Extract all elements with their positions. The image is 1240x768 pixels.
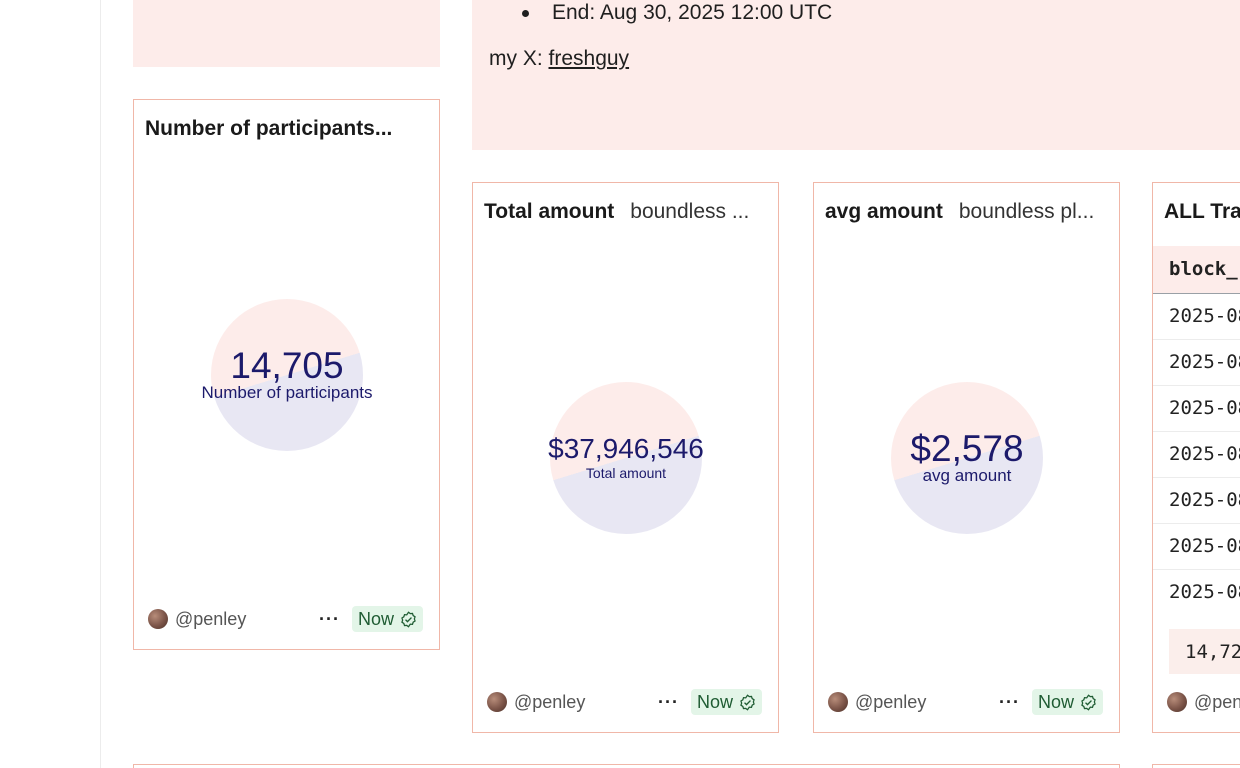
status-text: Now (1037, 691, 1074, 712)
next-card-row-right (1152, 764, 1240, 768)
card-title: Number of participants... (145, 117, 393, 140)
table-row: 2025-08 (1153, 294, 1240, 340)
counter-background (891, 382, 1043, 534)
column-header-block-time[interactable]: block_ (1169, 258, 1238, 280)
description-text-card (472, 0, 1240, 150)
table-cell: 2025-08 (1169, 535, 1240, 557)
table-row: 2025-08 (1153, 524, 1240, 570)
end-date-text: End: Aug 30, 2025 12:00 UTC (552, 1, 833, 24)
card-header: ALL Tra (1164, 200, 1240, 224)
left-sidebar (0, 0, 101, 768)
status-badge[interactable]: Now (1031, 689, 1103, 715)
counter-label: avg amount (922, 466, 1012, 486)
counter-value: $37,946,546 (548, 432, 704, 464)
status-badge[interactable]: Now (351, 606, 423, 632)
table-cell: 2025-08 (1169, 305, 1240, 327)
counter-label: Number of participants (201, 383, 373, 403)
author-name[interactable]: @penley (855, 691, 927, 712)
card-footer: @penley ··· Now (148, 605, 423, 633)
text-card-top-left (133, 0, 440, 67)
counter-text: $37,946,546 Total amount (548, 432, 704, 481)
transactions-table-card[interactable]: ALL Tra block_ 2025-08 2025-08 2025-08 2… (1152, 182, 1240, 733)
table-row: 2025-08 (1153, 386, 1240, 432)
card-header: avg amount boundless pl... (825, 200, 1108, 224)
x-handle-line: my X: freshguy (489, 47, 629, 71)
x-handle-link[interactable]: freshguy (548, 47, 630, 70)
total-amount-counter: $37,946,546 Total amount (548, 382, 704, 534)
counter-background (550, 382, 702, 534)
participants-counter: 14,705 Number of participants (201, 299, 373, 451)
table-cell: 2025-08 (1169, 489, 1240, 511)
more-options-icon[interactable]: ··· (999, 691, 1020, 712)
table-row: 2025-08 (1153, 570, 1240, 616)
counter-value: 14,705 (230, 345, 344, 387)
verified-check-icon (1081, 693, 1096, 711)
counter-text: 14,705 Number of participants (201, 347, 372, 403)
table-cell: 2025-08 (1169, 351, 1240, 373)
next-card-row (133, 764, 1120, 768)
verified-check-icon (401, 610, 416, 628)
more-options-icon[interactable]: ··· (658, 691, 679, 712)
card-title: avg amount (825, 200, 943, 223)
row-count-text: 14,72 (1185, 641, 1240, 663)
avatar[interactable] (1167, 692, 1187, 712)
total-amount-card[interactable]: Total amount boundless ... $37,946,546 T… (472, 182, 779, 733)
table-cell: 2025-08 (1169, 581, 1240, 603)
table-row: 2025-08 (1153, 478, 1240, 524)
table-header: block_ (1153, 246, 1240, 294)
card-footer: @penley ··· Now (828, 688, 1103, 716)
author-name[interactable]: @penley (514, 691, 586, 712)
avatar[interactable] (148, 609, 168, 629)
counter-value: $2,578 (910, 428, 1024, 470)
avatar[interactable] (487, 692, 507, 712)
table-cell: 2025-08 (1169, 443, 1240, 465)
card-footer: @pen (1167, 688, 1240, 716)
card-header: Number of participants... (145, 117, 428, 141)
table-row: 2025-08 (1153, 432, 1240, 478)
avg-amount-card[interactable]: avg amount boundless pl... $2,578 avg am… (813, 182, 1120, 733)
status-text: Now (357, 608, 394, 629)
table-row: 2025-08 (1153, 340, 1240, 386)
card-footer: @penley ··· Now (487, 688, 762, 716)
author-name[interactable]: @pen (1194, 691, 1240, 712)
verified-check-icon (740, 693, 755, 711)
avatar[interactable] (828, 692, 848, 712)
table-cell: 2025-08 (1169, 397, 1240, 419)
end-date-bullet: End: Aug 30, 2025 12:00 UTC (522, 0, 832, 26)
card-title: Total amount (484, 200, 615, 223)
status-text: Now (696, 691, 733, 712)
bullet-dot-icon (522, 9, 529, 17)
counter-background (211, 299, 363, 451)
card-title: ALL Tra (1164, 200, 1240, 223)
card-subtitle: boundless ... (630, 200, 750, 223)
row-count-badge: 14,72 (1169, 629, 1240, 674)
status-badge[interactable]: Now (690, 689, 762, 715)
x-label: my X: (489, 47, 549, 70)
counter-label: Total amount (585, 464, 667, 481)
counter-text: $2,578 avg amount (910, 430, 1023, 486)
avg-amount-counter: $2,578 avg amount (891, 382, 1043, 534)
more-options-icon[interactable]: ··· (319, 608, 340, 629)
author-name[interactable]: @penley (175, 608, 247, 629)
card-subtitle: boundless pl... (958, 200, 1095, 223)
participants-card[interactable]: Number of participants... 14,705 Number … (133, 99, 440, 650)
card-header: Total amount boundless ... (484, 200, 767, 224)
